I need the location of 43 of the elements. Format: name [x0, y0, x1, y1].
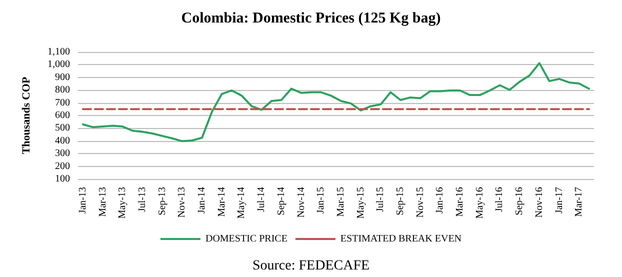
y-tick-label: 400	[55, 135, 70, 146]
y-tick-label: 700	[55, 97, 70, 108]
x-tick-label: Sep-13	[156, 187, 168, 216]
x-tick-label: Mar-14	[216, 187, 228, 217]
x-tick-label: Mar-16	[454, 187, 466, 217]
x-tick-label: Nov-14	[296, 187, 307, 218]
x-tick-label: Jan-15	[316, 187, 327, 214]
x-tick-label: Jan-14	[196, 187, 208, 214]
legend-label: DOMESTIC PRICE	[205, 234, 288, 244]
y-tick-label: 600	[55, 110, 70, 121]
x-tick-label: Mar-17	[574, 187, 585, 217]
x-tick-label: Sep-16	[514, 187, 526, 216]
x-tick-label: Mar-15	[335, 187, 346, 217]
x-tick-label: Sep-14	[276, 187, 287, 216]
x-tick-label: Jul-15	[375, 187, 386, 212]
y-tick-label: 300	[55, 148, 70, 160]
x-tick-label: Nov-13	[176, 187, 188, 218]
x-tick-label: Jul-13	[137, 187, 148, 212]
y-axis-title: Thousands COP	[20, 76, 32, 154]
x-tick-label: May-13	[117, 187, 128, 219]
x-tick-label: Jan-16	[434, 187, 446, 214]
line-series	[82, 62, 590, 142]
y-tick-label: 100	[55, 174, 70, 184]
x-tick-label: Jul-14	[256, 187, 268, 212]
x-tick-label: Nov-15	[414, 187, 426, 218]
x-tick-label: May-16	[474, 187, 486, 219]
x-tick-label: Jul-16	[494, 187, 506, 212]
x-tick-label: Mar-13	[97, 187, 108, 217]
y-tick-label: 1,000	[48, 59, 70, 70]
x-tick-label: May-14	[236, 187, 248, 219]
source-note: Source: FEDECAFE	[252, 258, 370, 274]
y-tick-label: 500	[55, 122, 70, 134]
y-tick-label: 900	[55, 72, 70, 83]
chart-title: Colombia: Domestic Prices (125 Kg bag)	[181, 10, 441, 26]
legend-label: ESTIMATED BREAK EVEN	[340, 234, 462, 244]
x-tick-label: Nov-16	[534, 187, 545, 218]
x-tick-label: Sep-15	[395, 187, 406, 216]
y-tick-label: 1,100	[48, 46, 70, 58]
x-tick-label: Jan-17	[554, 187, 565, 214]
x-tick-label: May-15	[355, 187, 366, 219]
y-tick-label: 200	[55, 160, 70, 172]
y-tick-label: 800	[55, 84, 70, 96]
x-tick-label: Jan-13	[77, 187, 88, 214]
